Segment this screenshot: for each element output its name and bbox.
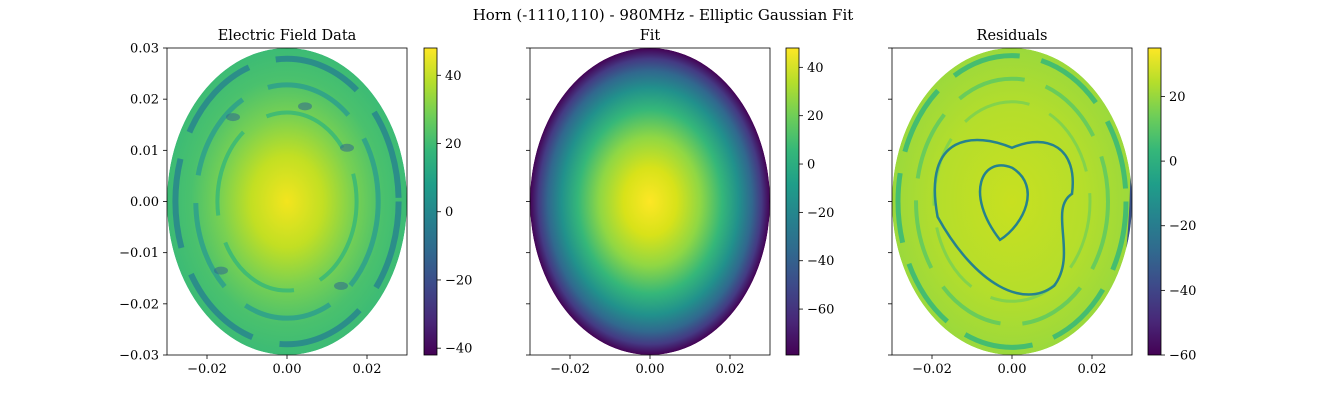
colorbar-tick-label: −60 <box>1169 349 1196 364</box>
figure-title: Horn (-1110,110) - 980MHz - Elliptic Gau… <box>473 6 854 24</box>
field-ring <box>215 110 359 293</box>
heatmap-image <box>167 48 407 355</box>
colorbar-tick-label: 20 <box>807 109 824 124</box>
colorbar-tick-label: 0 <box>445 205 453 220</box>
colorbar-tick-label: 0 <box>1169 155 1177 170</box>
y-tick-label: 0.00 <box>130 195 159 210</box>
colorbar-tick-label: −40 <box>445 342 472 357</box>
y-tick-label: 0.01 <box>130 144 159 159</box>
y-tick-label: 0.02 <box>130 93 159 108</box>
x-tick-label: 0.02 <box>353 362 382 377</box>
colorbar-tick-label: −20 <box>807 206 834 221</box>
panels: Electric Field Data −0.02 0.00 0.02 0.03 0.02… <box>119 28 1196 377</box>
colorbar-tick-label: −20 <box>445 273 472 288</box>
field-spot <box>340 143 354 152</box>
y-tick-label: 0.03 <box>130 42 159 57</box>
x-tick-label: −0.02 <box>912 362 952 377</box>
resid-contour <box>933 138 1075 296</box>
panel-data: Electric Field Data −0.02 0.00 0.02 0.03 0.02… <box>119 28 472 377</box>
resid-surface <box>892 48 1132 355</box>
panel-fit: Fit −0.02 0.00 0.02 40 20 0 −20 −40 −60 <box>526 28 834 377</box>
resid-contour <box>978 164 1029 242</box>
field-surface <box>167 48 407 355</box>
colorbar-tick-label: 20 <box>445 137 462 152</box>
colorbar <box>1147 47 1162 356</box>
resid-ring <box>914 76 1110 327</box>
colorbar-tick-label: 40 <box>445 69 462 84</box>
field-spot <box>334 281 348 290</box>
x-tick-label: 0.00 <box>636 362 665 377</box>
colorbar-tick-label: −60 <box>807 303 834 318</box>
colorbar-tick-label: 20 <box>1169 90 1186 105</box>
x-tick-label: 0.00 <box>273 362 302 377</box>
heatmap-image <box>530 48 770 355</box>
panel-title: Electric Field Data <box>218 28 357 44</box>
colorbar-tick-label: 0 <box>807 158 815 173</box>
panel-resid: Residuals −0.02 0.00 0.02 20 0 −20 −40 −60 <box>888 28 1196 377</box>
x-tick-label: 0.02 <box>1078 362 1107 377</box>
colorbar-tick-label: −40 <box>807 254 834 269</box>
panel-title: Fit <box>640 28 661 44</box>
x-tick-label: −0.02 <box>550 362 590 377</box>
field-ring <box>172 55 402 348</box>
colorbar-tick-label: −20 <box>1169 219 1196 234</box>
x-tick-label: −0.02 <box>187 362 227 377</box>
y-tick-label: −0.02 <box>119 297 159 312</box>
colorbar <box>785 47 800 356</box>
x-tick-label: 0.02 <box>716 362 745 377</box>
panel-title: Residuals <box>977 28 1048 44</box>
y-tick-label: −0.03 <box>119 349 159 364</box>
colorbar <box>423 47 438 356</box>
x-tick-label: 0.00 <box>998 362 1027 377</box>
resid-ring <box>932 100 1092 303</box>
field-spot <box>298 102 312 111</box>
resid-ring <box>895 53 1129 350</box>
colorbar-tick-label: 40 <box>807 61 824 76</box>
y-tick-label: −0.01 <box>119 246 159 261</box>
field-spot <box>214 266 228 275</box>
field-spot <box>226 113 240 122</box>
field-ring <box>193 82 381 321</box>
fit-surface <box>530 48 770 355</box>
heatmap-image <box>892 48 1132 355</box>
colorbar-tick-label: −40 <box>1169 284 1196 299</box>
